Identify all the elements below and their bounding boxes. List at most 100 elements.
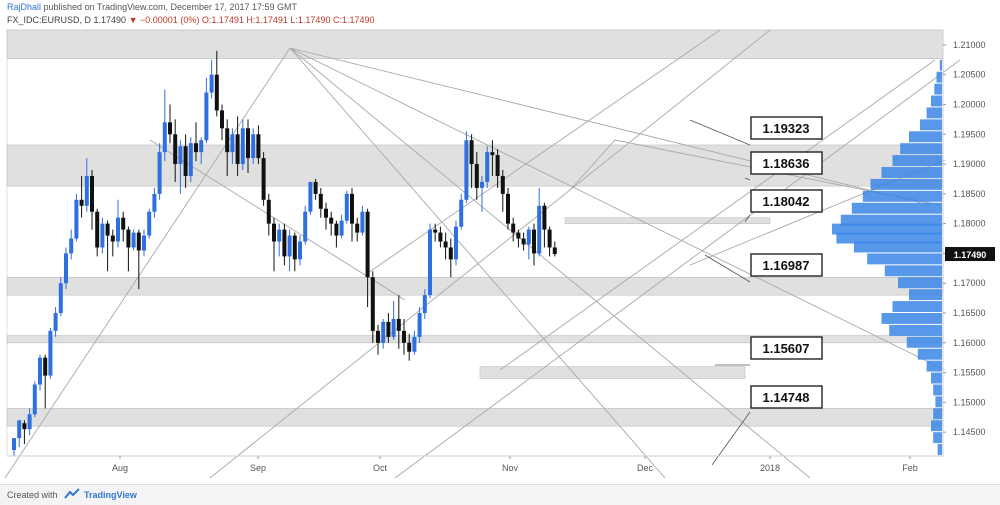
candle-body [79, 199, 84, 206]
x-tick-label: Dec [637, 463, 654, 473]
candle-body [292, 235, 297, 260]
label-box [750, 151, 823, 175]
label-text: 1.18042 [763, 194, 810, 209]
volume-profile-bar [836, 232, 942, 244]
candle-body [162, 122, 167, 153]
sr-zone [6, 276, 944, 296]
candle-body [17, 420, 22, 439]
x-tick-label: Oct [373, 463, 388, 473]
y-tick-label: 1.20500 [953, 70, 986, 80]
candle-body [38, 357, 42, 385]
candle-body [318, 193, 323, 209]
trend-line [499, 59, 936, 371]
candle-body [110, 235, 115, 242]
candle-body [381, 321, 386, 343]
sr-zone [6, 408, 944, 427]
volume-profile-bar [933, 384, 942, 396]
candle-body [391, 318, 396, 337]
candle-body [121, 217, 126, 230]
candle-body [329, 217, 334, 224]
trend-line [289, 47, 666, 479]
label-box [750, 336, 823, 360]
candle-body [240, 128, 245, 165]
trend-line [289, 47, 811, 479]
candle-body [69, 238, 74, 254]
candle-body [552, 247, 557, 255]
candle-body [204, 92, 209, 141]
candle-body [511, 223, 516, 233]
candle-body [443, 241, 448, 248]
candle-body [142, 235, 146, 251]
candle-body [376, 330, 380, 343]
volume-profile-bar [832, 223, 942, 235]
volume-profile-bar [851, 202, 942, 214]
volume-profile-bar [937, 444, 942, 455]
price-level-label: 1.18042 [744, 189, 823, 223]
candle-body [417, 313, 422, 337]
candle-body [251, 134, 256, 159]
y-tick-label: 1.21000 [953, 40, 986, 50]
label-leader-line [744, 177, 751, 181]
candle-body [500, 175, 505, 194]
volume-profile-bar [867, 253, 942, 265]
y-tick-label: 1.17000 [953, 278, 986, 288]
candle-body [214, 74, 219, 111]
volume-profile-bar [862, 190, 942, 202]
candle-body [58, 283, 63, 314]
candle-body [282, 229, 287, 257]
candle-body [230, 134, 235, 153]
y-tick-label: 1.18500 [953, 189, 986, 199]
x-tick-label: Nov [502, 463, 519, 473]
volume-profile-bar [892, 301, 942, 313]
candle-body [334, 223, 339, 236]
volume-profile-bar [931, 372, 942, 384]
volume-profile-bar [870, 178, 942, 190]
candle-body [32, 384, 37, 415]
candle-body [547, 229, 552, 248]
candle-body [157, 152, 162, 194]
y-tick-label: 1.16500 [953, 308, 986, 318]
volume-profile-bar [939, 59, 942, 71]
candle-body [131, 232, 136, 248]
trend-line [209, 29, 771, 479]
candle-body [173, 134, 178, 165]
x-tick-label: Sep [250, 463, 266, 473]
plot-area [6, 29, 944, 457]
volume-profile-bar [909, 131, 942, 143]
candle-body [537, 205, 542, 254]
price-level-label: 1.18636 [744, 151, 823, 181]
y-tick-label: 1.18000 [953, 219, 986, 229]
candle-body [339, 220, 344, 236]
last-price: 1.17490 [93, 15, 127, 25]
candle-body [459, 199, 464, 227]
tradingview-brand[interactable]: TradingView [84, 490, 137, 500]
candle-body [324, 208, 328, 218]
candle-body [220, 110, 224, 129]
author-name[interactable]: RajDhall [7, 2, 42, 12]
candle-body [344, 193, 349, 221]
candle-body [355, 223, 360, 233]
candle-body [261, 158, 266, 200]
published-info: published on TradingView.com, December 1… [43, 2, 298, 12]
candle-body [126, 229, 131, 248]
candle-body [303, 211, 308, 242]
candle-body [136, 232, 141, 251]
price-chart[interactable]: 1.19323 1.18636 1.18042 1.16987 1.15607 1.147… [0, 0, 1000, 484]
footer-bar: Created with TradingView [0, 484, 1000, 505]
label-text: 1.18636 [763, 156, 810, 171]
candle-body [90, 175, 94, 212]
candle-body [422, 295, 427, 314]
sr-zone [6, 29, 944, 59]
volume-profile-bar [934, 83, 942, 95]
last-price-label: 1.17490 [954, 250, 987, 260]
candle-body [100, 223, 105, 248]
candle-body [277, 229, 282, 242]
volume-profile-bar [898, 277, 942, 289]
volume-profile-bar [926, 360, 942, 372]
ohlc-values: O:1.17491 H:1.17491 L:1.17490 C:1.17490 [201, 15, 375, 25]
candle-body [12, 438, 16, 451]
candle-body [235, 134, 240, 165]
candle-body [246, 128, 250, 159]
candle-body [266, 199, 271, 224]
candle-body [95, 211, 100, 248]
